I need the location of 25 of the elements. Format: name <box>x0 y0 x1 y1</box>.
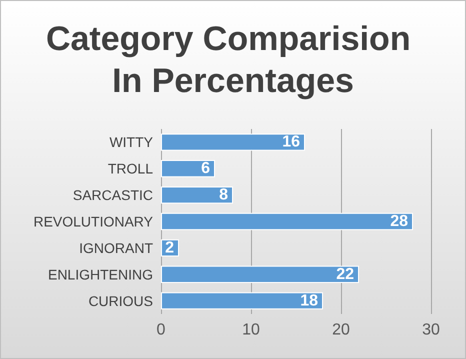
y-tick-label: CURIOUS <box>88 292 153 309</box>
bar <box>161 266 359 283</box>
bar <box>161 160 215 178</box>
bar <box>161 134 305 151</box>
x-tick-label: 10 <box>242 322 260 338</box>
data-label: 28 <box>390 213 408 230</box>
data-label: 18 <box>300 292 318 310</box>
x-tick-label: 30 <box>422 322 440 338</box>
y-tick-label: WITTY <box>109 134 154 150</box>
x-tick-label: 20 <box>332 322 350 338</box>
bar <box>161 212 413 230</box>
y-tick-label: TROLL <box>108 160 154 177</box>
chart-title: Category Comparision In Percentages <box>46 20 420 100</box>
data-label: 8 <box>219 186 228 204</box>
x-tick-label: 0 <box>156 322 166 338</box>
y-tick-label: IGNORANT <box>79 240 154 256</box>
data-label: 6 <box>201 160 210 178</box>
data-label: 16 <box>282 134 300 151</box>
bar <box>161 292 323 310</box>
y-tick-label: ENLIGHTENING <box>48 266 153 282</box>
bar <box>161 186 233 204</box>
data-label: 22 <box>336 266 354 283</box>
y-tick-label: SARCASTIC <box>72 187 153 204</box>
y-tick-label: REVOLUTIONARY <box>33 214 154 230</box>
data-label: 2 <box>165 239 174 256</box>
